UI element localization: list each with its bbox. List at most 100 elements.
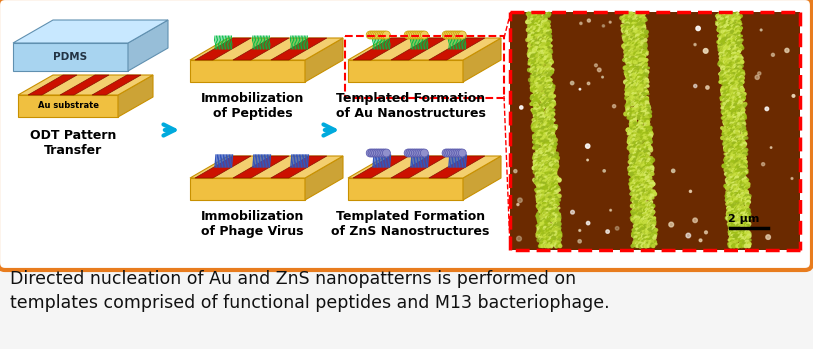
Circle shape <box>741 192 745 196</box>
Circle shape <box>540 60 543 64</box>
Circle shape <box>635 179 637 181</box>
Circle shape <box>627 13 629 15</box>
Circle shape <box>543 215 546 217</box>
Circle shape <box>541 121 543 123</box>
Circle shape <box>725 135 727 137</box>
Circle shape <box>533 122 537 126</box>
Circle shape <box>729 59 731 61</box>
Circle shape <box>739 187 741 189</box>
Circle shape <box>547 122 550 125</box>
Circle shape <box>541 69 543 71</box>
Circle shape <box>540 137 542 139</box>
Circle shape <box>732 78 736 82</box>
Circle shape <box>639 153 641 155</box>
Circle shape <box>720 31 722 33</box>
Circle shape <box>630 120 634 124</box>
Circle shape <box>636 200 639 203</box>
Circle shape <box>638 84 641 88</box>
Circle shape <box>539 109 541 111</box>
Circle shape <box>626 32 628 35</box>
Circle shape <box>732 27 734 29</box>
Circle shape <box>554 237 556 239</box>
Circle shape <box>737 141 741 143</box>
Circle shape <box>725 199 728 201</box>
Circle shape <box>721 25 724 27</box>
Circle shape <box>637 77 640 79</box>
Circle shape <box>731 30 734 34</box>
Circle shape <box>541 227 544 229</box>
Circle shape <box>545 186 548 190</box>
Circle shape <box>410 149 418 157</box>
Circle shape <box>539 237 541 239</box>
Circle shape <box>541 227 544 230</box>
Circle shape <box>540 117 543 120</box>
Circle shape <box>624 28 627 32</box>
Circle shape <box>736 53 737 55</box>
Circle shape <box>633 41 635 43</box>
Circle shape <box>729 238 733 242</box>
Circle shape <box>636 37 638 39</box>
Circle shape <box>741 71 742 73</box>
Circle shape <box>541 214 544 217</box>
Circle shape <box>646 140 650 143</box>
Circle shape <box>733 119 737 121</box>
Circle shape <box>725 21 728 23</box>
Circle shape <box>541 95 542 97</box>
Circle shape <box>545 147 546 149</box>
Circle shape <box>731 90 734 94</box>
Circle shape <box>737 229 739 231</box>
Circle shape <box>546 232 550 236</box>
Circle shape <box>550 199 552 201</box>
Circle shape <box>724 97 726 99</box>
Circle shape <box>544 105 546 107</box>
Circle shape <box>548 156 551 160</box>
Circle shape <box>633 195 635 197</box>
Circle shape <box>732 144 735 147</box>
Circle shape <box>724 168 728 172</box>
Circle shape <box>637 87 639 89</box>
Circle shape <box>537 201 538 203</box>
Circle shape <box>731 205 734 208</box>
Circle shape <box>729 64 733 68</box>
Circle shape <box>547 203 549 205</box>
Circle shape <box>646 187 648 189</box>
Circle shape <box>551 103 554 105</box>
Circle shape <box>733 101 735 103</box>
Circle shape <box>731 69 734 72</box>
Circle shape <box>730 38 734 42</box>
Circle shape <box>731 160 734 164</box>
Circle shape <box>415 31 423 39</box>
Circle shape <box>537 121 540 123</box>
Circle shape <box>724 157 728 159</box>
Circle shape <box>741 215 744 217</box>
Circle shape <box>535 79 537 81</box>
Circle shape <box>738 117 740 119</box>
Circle shape <box>549 112 552 116</box>
Circle shape <box>733 177 735 179</box>
Circle shape <box>533 141 535 143</box>
Circle shape <box>641 223 643 225</box>
Circle shape <box>738 199 741 201</box>
Circle shape <box>646 221 648 223</box>
Circle shape <box>720 75 722 77</box>
Circle shape <box>638 139 641 141</box>
Circle shape <box>631 186 635 190</box>
Circle shape <box>558 227 560 229</box>
Circle shape <box>558 199 560 201</box>
Circle shape <box>531 57 533 59</box>
Circle shape <box>741 210 744 214</box>
Circle shape <box>637 155 640 157</box>
Circle shape <box>548 46 550 50</box>
Circle shape <box>639 182 642 186</box>
Circle shape <box>545 98 549 102</box>
Circle shape <box>552 188 555 192</box>
Circle shape <box>740 123 742 125</box>
Circle shape <box>739 101 742 104</box>
Circle shape <box>546 245 550 247</box>
Circle shape <box>554 226 558 230</box>
Circle shape <box>732 150 734 154</box>
Circle shape <box>629 171 633 173</box>
Circle shape <box>736 159 738 161</box>
Circle shape <box>647 210 650 214</box>
Circle shape <box>546 175 548 177</box>
